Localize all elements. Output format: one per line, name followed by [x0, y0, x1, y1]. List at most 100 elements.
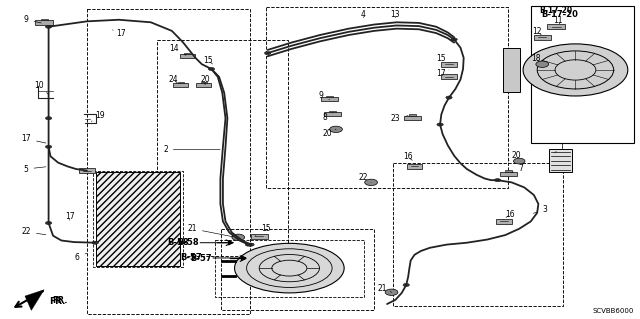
Text: 22: 22	[358, 174, 371, 182]
Text: SCVBB6000: SCVBB6000	[593, 308, 634, 315]
Bar	[93, 171, 182, 268]
Bar	[173, 83, 188, 87]
Text: 17: 17	[65, 212, 74, 221]
Text: 24: 24	[168, 75, 178, 84]
Text: 8: 8	[323, 113, 333, 122]
Circle shape	[536, 61, 548, 67]
Text: 20: 20	[200, 75, 210, 85]
Bar	[441, 74, 458, 79]
Circle shape	[437, 123, 444, 126]
Circle shape	[245, 243, 252, 246]
Circle shape	[45, 117, 52, 120]
Text: B-17-20: B-17-20	[540, 6, 573, 15]
Bar	[179, 54, 195, 58]
Bar	[184, 53, 190, 54]
Text: B-57: B-57	[190, 254, 211, 263]
Bar	[548, 149, 572, 172]
Bar	[505, 170, 512, 172]
Text: B-58: B-58	[177, 238, 198, 247]
Bar	[97, 172, 179, 266]
Bar	[547, 24, 565, 29]
Bar	[214, 240, 364, 297]
Bar	[394, 163, 563, 306]
Circle shape	[248, 243, 254, 246]
Text: 16: 16	[506, 210, 515, 219]
Polygon shape	[25, 290, 44, 310]
Text: 15: 15	[255, 224, 271, 236]
Circle shape	[45, 145, 52, 148]
Text: 20: 20	[323, 129, 336, 138]
Text: B-17-20: B-17-20	[541, 10, 578, 19]
Bar	[500, 172, 516, 176]
Bar	[35, 20, 53, 25]
Text: 13: 13	[390, 10, 400, 19]
Text: 2: 2	[163, 145, 220, 154]
Bar	[324, 112, 341, 116]
Bar	[251, 234, 268, 239]
Text: 11: 11	[553, 16, 563, 25]
Bar	[201, 82, 207, 83]
Bar	[330, 111, 336, 112]
Circle shape	[232, 234, 244, 241]
Circle shape	[365, 179, 378, 186]
Text: 17: 17	[113, 29, 125, 38]
Circle shape	[208, 67, 214, 70]
Text: 22: 22	[22, 227, 46, 236]
Circle shape	[92, 241, 99, 244]
Text: 4: 4	[361, 10, 366, 19]
Text: 23: 23	[390, 114, 408, 123]
Text: 18: 18	[531, 54, 541, 63]
Bar	[326, 96, 333, 97]
Text: 17: 17	[21, 134, 46, 143]
Bar	[404, 115, 421, 120]
Text: 21: 21	[378, 284, 392, 293]
Bar	[196, 83, 211, 87]
Text: 14: 14	[170, 44, 186, 55]
Circle shape	[403, 283, 410, 286]
Text: 5: 5	[24, 165, 46, 174]
Circle shape	[45, 25, 52, 28]
Bar	[178, 82, 184, 83]
Bar	[496, 219, 511, 224]
Text: 15: 15	[204, 56, 213, 65]
Text: 20: 20	[508, 151, 522, 161]
Text: 6: 6	[75, 253, 87, 262]
Text: B-58: B-58	[168, 238, 189, 247]
Circle shape	[264, 51, 271, 55]
Circle shape	[330, 126, 342, 132]
Circle shape	[385, 289, 398, 295]
Text: 1: 1	[555, 143, 564, 152]
Text: 19: 19	[92, 111, 104, 122]
Bar	[87, 9, 250, 314]
Bar	[407, 164, 422, 169]
Circle shape	[523, 44, 628, 96]
Text: 10: 10	[34, 81, 49, 94]
Ellipse shape	[234, 243, 344, 293]
Bar	[534, 35, 550, 40]
Bar	[79, 168, 95, 173]
Circle shape	[45, 221, 52, 225]
Text: FR.: FR.	[49, 297, 66, 306]
Bar	[157, 41, 288, 256]
Text: 7: 7	[511, 164, 524, 173]
Text: FR.: FR.	[52, 296, 67, 305]
Text: 9: 9	[319, 91, 330, 100]
Text: 3: 3	[533, 205, 547, 214]
Circle shape	[494, 179, 500, 182]
Text: 16: 16	[403, 152, 413, 161]
Circle shape	[446, 96, 452, 99]
Bar	[40, 19, 48, 20]
Text: 15: 15	[436, 54, 449, 63]
Bar	[221, 229, 374, 310]
Bar	[441, 62, 458, 67]
Bar	[409, 114, 416, 115]
Bar	[266, 7, 508, 188]
FancyBboxPatch shape	[502, 48, 520, 92]
Text: B-57: B-57	[180, 254, 202, 263]
Text: 12: 12	[532, 27, 542, 36]
Bar	[531, 6, 634, 143]
Bar	[321, 97, 338, 101]
Circle shape	[513, 158, 525, 164]
Circle shape	[451, 38, 458, 41]
Text: 17: 17	[436, 69, 449, 78]
